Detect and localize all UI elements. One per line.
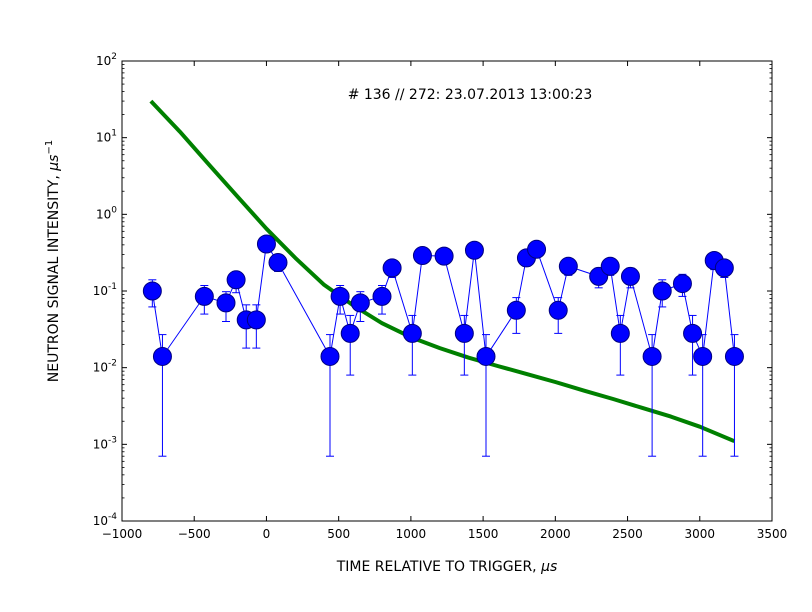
x-tick-label: 2000 — [540, 527, 571, 541]
data-point — [194, 286, 214, 306]
data-point — [693, 346, 713, 366]
axes-layer: −1000 −500 0 500 1000 1500 2000 2500 3000 3500 10-… — [93, 52, 788, 541]
y-tick-label: 10-4 — [93, 512, 118, 528]
data-point — [454, 323, 474, 343]
data-connector-line — [151, 242, 735, 359]
data-point — [506, 300, 526, 320]
data-point — [652, 281, 672, 301]
y-tick-label: 102 — [96, 52, 117, 68]
data-point — [382, 258, 402, 278]
y-tick-label: 10-3 — [93, 435, 117, 451]
data-point — [714, 258, 734, 278]
x-axis-label: TIME RELATIVE TO TRIGGER, μs — [336, 559, 558, 575]
data-point — [216, 293, 236, 313]
x-tick-label: −500 — [178, 527, 211, 541]
data-point — [610, 323, 630, 343]
data-point — [226, 270, 246, 290]
y-tick-label: 10-2 — [93, 359, 117, 375]
x-tick-label: 1000 — [396, 527, 427, 541]
x-tick-label: 500 — [327, 527, 350, 541]
data-point — [412, 246, 432, 266]
x-tick-label: 0 — [263, 527, 271, 541]
data-point — [142, 281, 162, 301]
data-point — [434, 246, 454, 266]
y-axis-label-text: NEUTRON SIGNAL INTENSITY, — [46, 171, 62, 382]
y-axis-label: NEUTRON SIGNAL INTENSITY, μs−1 — [44, 140, 62, 382]
data-point — [340, 323, 360, 343]
data-point — [402, 323, 422, 343]
x-tick-label: 3500 — [757, 527, 788, 541]
y-tick-label: 100 — [96, 205, 117, 221]
y-tick-label: 101 — [96, 129, 117, 145]
data-point — [350, 293, 370, 313]
plot-layer — [142, 99, 744, 457]
data-point — [724, 346, 744, 366]
data-point — [642, 346, 662, 366]
data-point — [558, 256, 578, 276]
plot-frame — [121, 60, 773, 522]
x-axis-label-text: TIME RELATIVE TO TRIGGER, — [336, 559, 541, 575]
data-point — [683, 323, 703, 343]
data-point — [320, 346, 340, 366]
x-tick-label: 2500 — [612, 527, 643, 541]
data-point — [330, 286, 350, 306]
x-axis-label-unit: μs — [540, 559, 557, 575]
data-point — [464, 240, 484, 260]
data-point — [620, 266, 640, 286]
x-tick-label: 3000 — [685, 527, 716, 541]
data-point — [476, 346, 496, 366]
y-axis-label-unit: μs — [46, 155, 62, 172]
x-tick-label: 1500 — [468, 527, 499, 541]
data-point — [152, 346, 172, 366]
data-point — [672, 274, 692, 294]
data-point — [527, 239, 547, 259]
fit-curve — [149, 99, 736, 444]
x-tick-label: −1000 — [102, 527, 143, 541]
data-point — [548, 300, 568, 320]
data-point — [256, 234, 276, 254]
data-point — [268, 253, 288, 273]
y-tick-label: 10-1 — [93, 282, 117, 298]
chart-annotation: # 136 // 272: 23.07.2013 13:00:23 — [348, 87, 593, 103]
data-point — [600, 256, 620, 276]
data-point — [246, 310, 266, 330]
y-axis-label-unit-exponent: −1 — [44, 140, 55, 155]
data-point — [372, 286, 392, 306]
